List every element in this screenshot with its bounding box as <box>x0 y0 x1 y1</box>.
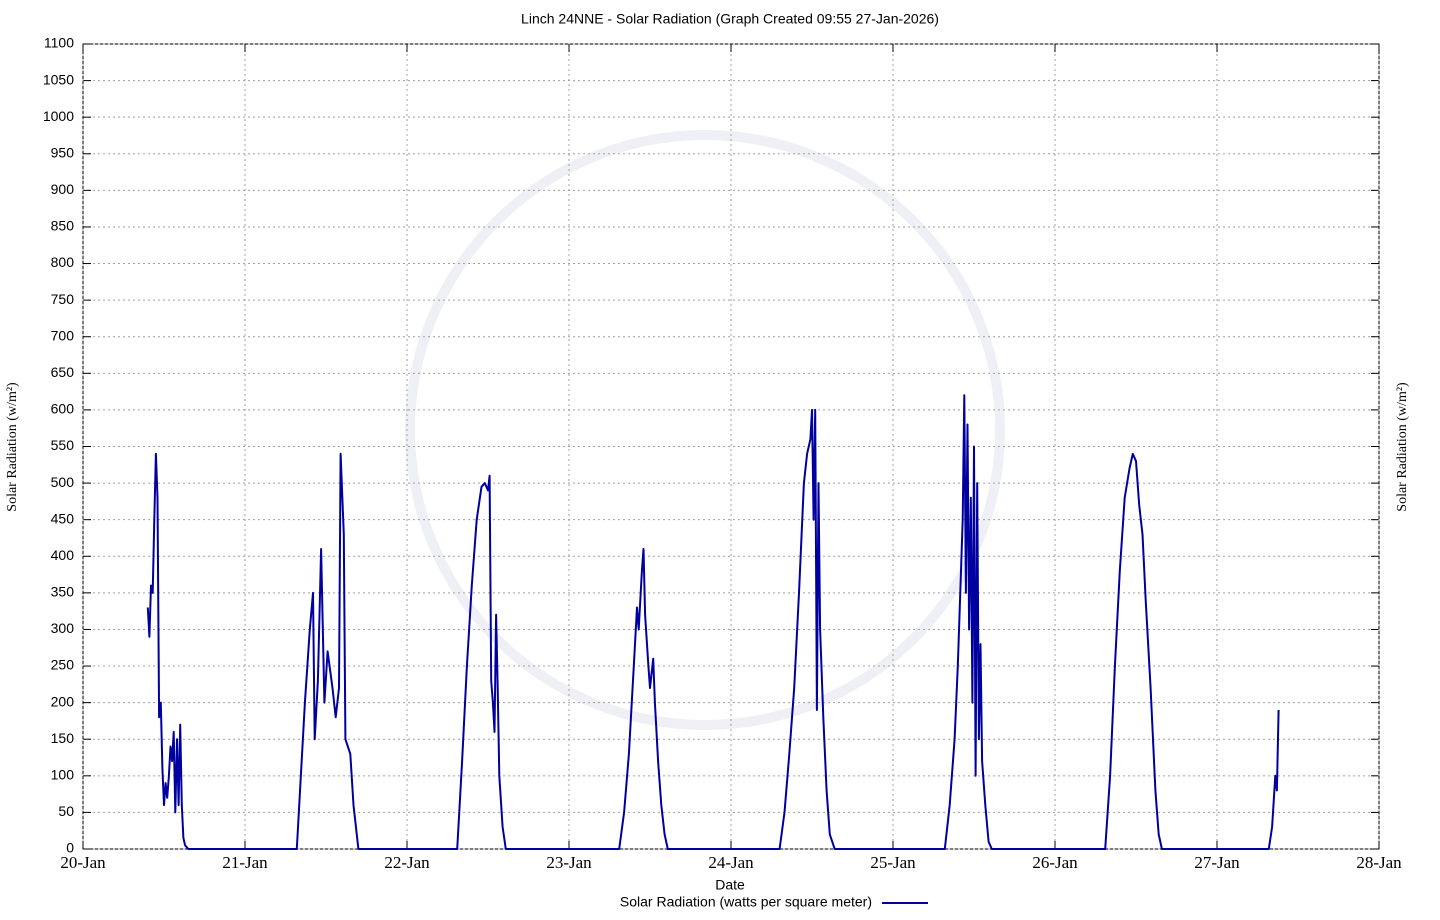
x-tick-label: 21-Jan <box>222 853 268 872</box>
y-tick-label: 900 <box>51 181 75 197</box>
y-tick-label: 350 <box>51 584 75 600</box>
y-tick-label: 200 <box>51 693 75 709</box>
x-tick-label: 20-Jan <box>60 853 106 872</box>
y-tick-label: 0 <box>66 840 74 856</box>
y-tick-label: 450 <box>51 510 75 526</box>
y-tick-label: 50 <box>58 803 74 819</box>
y-tick-label: 100 <box>51 767 75 783</box>
x-tick-label: 26-Jan <box>1032 853 1078 872</box>
y-tick-label: 850 <box>51 218 75 234</box>
y2-axis-label: Solar Radiation (w/m²) <box>1395 382 1410 512</box>
y-tick-label: 550 <box>51 437 75 453</box>
y-tick-label: 500 <box>51 474 75 490</box>
y-tick-label: 750 <box>51 291 75 307</box>
y-tick-label: 800 <box>51 254 75 270</box>
x-tick-label: 25-Jan <box>870 853 916 872</box>
x-tick-label: 22-Jan <box>384 853 430 872</box>
watermark <box>405 130 1005 730</box>
y-tick-label: 300 <box>51 620 75 636</box>
x-tick-label: 23-Jan <box>546 853 592 872</box>
y-tick-label: 1100 <box>44 35 74 51</box>
chart-title: Linch 24NNE - Solar Radiation (Graph Cre… <box>521 11 939 27</box>
y-tick-label: 1000 <box>43 108 74 124</box>
y-tick-label: 400 <box>51 547 75 563</box>
y-tick-label: 600 <box>51 401 75 417</box>
y-tick-label: 650 <box>51 364 75 380</box>
x-axis-label: Date <box>715 877 745 893</box>
y-tick-label: 250 <box>51 657 75 673</box>
legend-label: Solar Radiation (watts per square meter) <box>620 894 872 910</box>
series-line <box>146 394 1280 850</box>
x-tick-label: 28-Jan <box>1356 853 1402 872</box>
y-tick-label: 1050 <box>43 71 74 87</box>
y-tick-label: 700 <box>51 327 75 343</box>
y-axis-label: Solar Radiation (w/m²) <box>5 382 20 512</box>
x-tick-label: 24-Jan <box>708 853 754 872</box>
y-tick-label: 950 <box>51 144 75 160</box>
x-tick-label: 27-Jan <box>1194 853 1240 872</box>
y-tick-label: 150 <box>51 730 75 746</box>
